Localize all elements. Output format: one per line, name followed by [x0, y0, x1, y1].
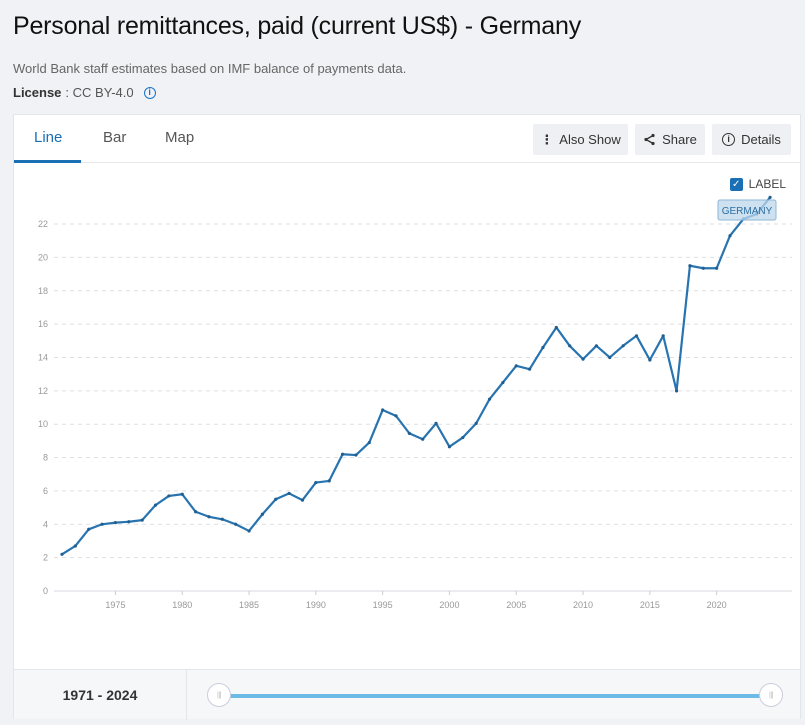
also-show-button[interactable]: ⋮ Also Show	[533, 124, 628, 155]
svg-text:4: 4	[43, 519, 48, 529]
svg-text:1975: 1975	[105, 600, 125, 610]
svg-text:2005: 2005	[506, 600, 526, 610]
svg-text:18: 18	[38, 286, 48, 296]
page-title: Personal remittances, paid (current US$)…	[13, 12, 581, 40]
tab-map[interactable]: Map	[165, 129, 195, 146]
series-label-germany: GERMANY	[717, 199, 777, 221]
active-tab-indicator	[14, 160, 81, 163]
details-button[interactable]: i Details	[712, 124, 791, 155]
share-icon	[644, 133, 655, 146]
svg-text:2010: 2010	[573, 600, 593, 610]
svg-text:6: 6	[43, 486, 48, 496]
info-icon[interactable]: i	[143, 86, 156, 99]
svg-text:2000: 2000	[439, 600, 459, 610]
svg-text:12: 12	[38, 386, 48, 396]
svg-text:14: 14	[38, 352, 48, 362]
license-value: : CC BY-4.0	[65, 85, 134, 100]
svg-text:1990: 1990	[306, 600, 326, 610]
slider-handle-end[interactable]: |||	[759, 683, 783, 707]
svg-text:1985: 1985	[239, 600, 259, 610]
more-vertical-icon: ⋮	[540, 131, 554, 147]
svg-text:2: 2	[43, 553, 48, 563]
range-footer: 1971 - 2024 ||| |||	[14, 669, 800, 720]
year-range-label: 1971 - 2024	[14, 670, 187, 720]
checkbox-checked-icon[interactable]: ✓	[729, 177, 743, 191]
source-note: World Bank staff estimates based on IMF …	[13, 61, 407, 76]
svg-text:1995: 1995	[373, 600, 393, 610]
chart-tabs: Line Bar Map ⋮ Also Show Share i Details	[14, 115, 800, 163]
label-toggle[interactable]: ✓ LABEL	[729, 177, 786, 191]
svg-text:2020: 2020	[707, 600, 727, 610]
license-label: License	[13, 85, 62, 100]
svg-text:10: 10	[38, 419, 48, 429]
info-circle-icon: i	[722, 133, 736, 146]
chart-card: Line Bar Map ⋮ Also Show Share i Details…	[13, 114, 801, 720]
svg-text:22: 22	[38, 219, 48, 229]
svg-text:0: 0	[43, 586, 48, 596]
svg-text:8: 8	[43, 453, 48, 463]
svg-text:20: 20	[38, 252, 48, 262]
tab-line[interactable]: Line	[34, 129, 63, 146]
chart-area: 0 2 4 6 8 10 12 14 16 18 20 22 1975 1980 1985 1990 1995 2…	[14, 164, 800, 669]
svg-text:16: 16	[38, 319, 48, 329]
share-button[interactable]: Share	[635, 124, 705, 155]
svg-text:2015: 2015	[640, 600, 660, 610]
year-range-slider[interactable]	[222, 694, 772, 698]
tab-bar[interactable]: Bar	[103, 129, 127, 146]
slider-handle-start[interactable]: |||	[207, 683, 231, 707]
svg-text:GERMANY: GERMANY	[722, 206, 773, 217]
line-chart: 0 2 4 6 8 10 12 14 16 18 20 22 1975 1980 1985 1990 1995 2…	[38, 195, 792, 610]
license-line: License : CC BY-4.0 i	[13, 85, 156, 100]
svg-text:1980: 1980	[172, 600, 192, 610]
